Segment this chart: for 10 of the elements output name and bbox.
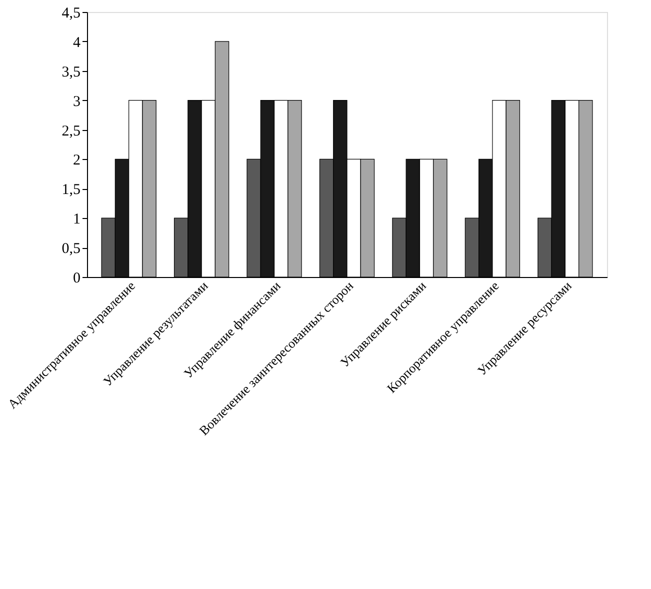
y-tick-label: 4 (73, 34, 81, 51)
y-tick-label: 0,5 (62, 241, 80, 258)
y-tick-label: 1 (73, 212, 80, 228)
y-tick-label: 2 (73, 152, 80, 169)
y-tick-label: 0 (73, 270, 80, 286)
y-tick-label: 2,5 (62, 123, 80, 140)
y-tick-label: 3,5 (62, 64, 80, 80)
y-tick-label: 1,5 (62, 182, 80, 198)
y-tick-label: 3 (73, 94, 80, 110)
y-tick-label: 4,5 (62, 6, 80, 22)
